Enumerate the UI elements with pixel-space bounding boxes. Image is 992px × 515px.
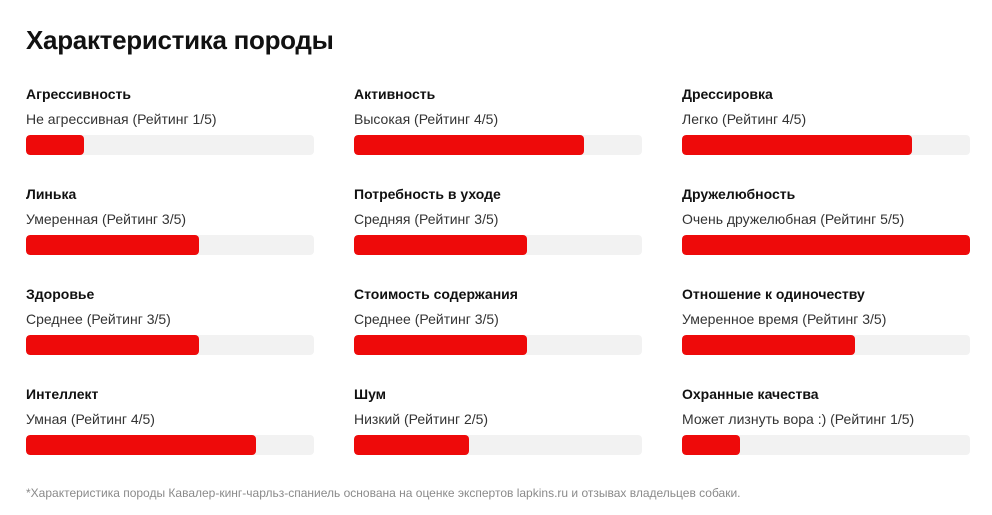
trait-rating-text: Среднее (Рейтинг 3/5) [354,311,499,327]
trait-rating-text: Очень дружелюбная (Рейтинг 5/5) [682,211,905,227]
trait-rating-text: Легко (Рейтинг 4/5) [682,111,807,127]
trait-rating-text: Высокая (Рейтинг 4/5) [354,111,499,127]
rating-bar-track [26,135,314,155]
rating-bar-fill [682,235,970,255]
trait-card: Потребность в уходе Средняя (Рейтинг 3/5) [354,184,642,284]
trait-name: Шум [354,386,387,402]
trait-name: Агрессивность [26,86,131,102]
rating-bar-track [354,335,642,355]
trait-card: Активность Высокая (Рейтинг 4/5) [354,84,642,184]
trait-name: Стоимость содержания [354,286,518,302]
trait-rating-text: Умная (Рейтинг 4/5) [26,411,155,427]
rating-bar-track [354,235,642,255]
trait-name: Потребность в уходе [354,186,501,202]
trait-rating-text: Низкий (Рейтинг 2/5) [354,411,489,427]
rating-bar-track [682,435,970,455]
rating-bar-track [354,435,642,455]
trait-rating-text: Умеренное время (Рейтинг 3/5) [682,311,887,327]
rating-bar-track [682,135,970,155]
rating-bar-fill [354,235,527,255]
trait-card: Стоимость содержания Среднее (Рейтинг 3/5… [354,284,642,384]
rating-bar-track [682,335,970,355]
rating-bar-fill [26,435,257,455]
rating-bar-fill [682,435,740,455]
rating-bar-fill [682,135,913,155]
rating-bar-fill [354,435,470,455]
trait-rating-text: Не агрессивная (Рейтинг 1/5) [26,111,217,127]
trait-card: Агрессивность Не агрессивная (Рейтинг 1/5… [26,84,314,184]
rating-bar-track [26,235,314,255]
trait-card: Дрессировка Легко (Рейтинг 4/5) [682,84,970,184]
rating-bar-fill [26,235,199,255]
rating-bar-fill [354,135,585,155]
trait-name: Дружелюбность [682,186,796,202]
trait-name: Здоровье [26,286,95,302]
trait-name: Линька [26,186,77,202]
rating-bar-fill [354,335,527,355]
trait-name: Охранные качества [682,386,819,402]
trait-card: Отношение к одиночеству Умеренное время (… [682,284,970,384]
rating-bar-fill [26,135,84,155]
rating-bar-track [682,235,970,255]
trait-card: Охранные качества Может лизнуть вора :) (… [682,384,970,484]
trait-card: Дружелюбность Очень дружелюбная (Рейтинг … [682,184,970,284]
trait-card: Линька Умеренная (Рейтинг 3/5) [26,184,314,284]
trait-rating-text: Среднее (Рейтинг 3/5) [26,311,171,327]
trait-rating-text: Средняя (Рейтинг 3/5) [354,211,499,227]
rating-bar-track [26,335,314,355]
trait-card: Шум Низкий (Рейтинг 2/5) [354,384,642,484]
rating-bar-track [354,135,642,155]
page-title: Характеристика породы [26,25,334,55]
trait-name: Интеллект [26,386,99,402]
footnote: *Характеристика породы Кавалер-кинг-чарл… [26,486,741,500]
trait-rating-text: Может лизнуть вора :) (Рейтинг 1/5) [682,411,915,427]
trait-name: Отношение к одиночеству [682,286,865,302]
rating-bar-fill [682,335,855,355]
trait-name: Дрессировка [682,86,773,102]
trait-card: Здоровье Среднее (Рейтинг 3/5) [26,284,314,384]
rating-bar-fill [26,335,199,355]
trait-rating-text: Умеренная (Рейтинг 3/5) [26,211,187,227]
trait-card: Интеллект Умная (Рейтинг 4/5) [26,384,314,484]
trait-name: Активность [354,86,436,102]
rating-bar-track [26,435,314,455]
traits-grid: Агрессивность Не агрессивная (Рейтинг 1/5… [26,84,970,484]
